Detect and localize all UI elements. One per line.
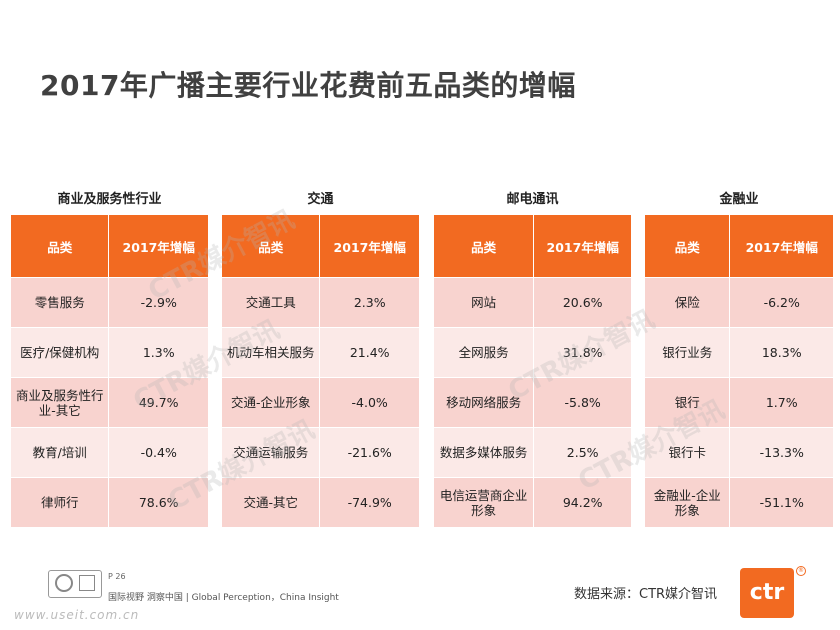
cell-category: 移动网络服务 (434, 378, 534, 427)
certification-seal-icon (55, 574, 73, 592)
header-growth: 2017年增幅 (534, 215, 631, 277)
table-header-row: 品类 2017年增幅 (434, 215, 631, 277)
table-row: 数据多媒体服务 2.5% (434, 428, 631, 477)
panel-telecom: 邮电通讯 品类 2017年增幅 网站 20.6% 全网服务 31.8% 移动网络服务… (433, 190, 632, 528)
panel-title: 商业及服务性行业 (57, 192, 162, 207)
header-growth: 2017年增幅 (730, 215, 833, 277)
cell-category: 银行卡 (645, 428, 730, 477)
data-table: 品类 2017年增幅 网站 20.6% 全网服务 31.8% 移动网络服务 -5.8%… (433, 214, 632, 528)
panel-transport: 交通 品类 2017年增幅 交通工具 2.3% 机动车相关服务 21.4% 交通-企… (221, 190, 420, 528)
cell-value: -5.8% (534, 378, 631, 427)
cell-category: 交通工具 (222, 278, 320, 327)
cell-category: 律师行 (11, 478, 109, 527)
cell-value: -4.0% (320, 378, 419, 427)
certification-mark-icon (79, 575, 95, 591)
table-header-row: 品类 2017年增幅 (11, 215, 208, 277)
panel-commerce: 商业及服务性行业 品类 2017年增幅 零售服务 -2.9% 医疗/保健机构 1.3… (10, 190, 209, 528)
cell-category: 教育/培训 (11, 428, 109, 477)
cell-value: 1.3% (109, 328, 208, 377)
table-row: 零售服务 -2.9% (11, 278, 208, 327)
cell-value: -51.1% (730, 478, 833, 527)
table-row: 律师行 78.6% (11, 478, 208, 527)
cell-category: 全网服务 (434, 328, 534, 377)
table-row: 机动车相关服务 21.4% (222, 328, 419, 377)
table-header-row: 品类 2017年增幅 (645, 215, 833, 277)
header-category: 品类 (645, 215, 730, 277)
header-category: 品类 (434, 215, 534, 277)
table-row: 交通-其它 -74.9% (222, 478, 419, 527)
cell-value: 18.3% (730, 328, 833, 377)
header-growth: 2017年增幅 (320, 215, 419, 277)
site-url: www.useit.com.cn (14, 608, 140, 622)
cell-category: 交通-其它 (222, 478, 320, 527)
table-row: 金融业-企业形象 -51.1% (645, 478, 833, 527)
cell-value: -2.9% (109, 278, 208, 327)
panel-finance: 金融业 品类 2017年增幅 保险 -6.2% 银行业务 18.3% 银行 1.7% … (644, 190, 834, 528)
header-category: 品类 (11, 215, 109, 277)
cell-category: 零售服务 (11, 278, 109, 327)
cell-value: -6.2% (730, 278, 833, 327)
table-row: 交通工具 2.3% (222, 278, 419, 327)
panel-title: 金融业 (719, 192, 759, 207)
ctr-logo: ctr (740, 568, 794, 618)
header-category: 品类 (222, 215, 320, 277)
header-growth: 2017年增幅 (109, 215, 208, 277)
table-row: 银行业务 18.3% (645, 328, 833, 377)
cell-category: 医疗/保健机构 (11, 328, 109, 377)
cell-category: 数据多媒体服务 (434, 428, 534, 477)
table-row: 移动网络服务 -5.8% (434, 378, 631, 427)
table-header-row: 品类 2017年增幅 (222, 215, 419, 277)
page-title: 2017年广播主要行业花费前五品类的增幅 (40, 69, 576, 102)
tagline: 国际视野 洞察中国 | Global Perception，China Insi… (108, 593, 339, 603)
table-row: 保险 -6.2% (645, 278, 833, 327)
table-row: 电信运营商企业形象 94.2% (434, 478, 631, 527)
cell-value: 31.8% (534, 328, 631, 377)
cell-value: 2.5% (534, 428, 631, 477)
cell-value: 1.7% (730, 378, 833, 427)
cell-value: -74.9% (320, 478, 419, 527)
panel-title: 交通 (307, 192, 334, 207)
cell-category: 保险 (645, 278, 730, 327)
cell-value: 21.4% (320, 328, 419, 377)
page-number: P 26 (108, 572, 126, 581)
certification-logo (48, 570, 102, 598)
table-row: 教育/培训 -0.4% (11, 428, 208, 477)
cell-category: 网站 (434, 278, 534, 327)
table-row: 银行 1.7% (645, 378, 833, 427)
table-row: 全网服务 31.8% (434, 328, 631, 377)
data-table: 品类 2017年增幅 交通工具 2.3% 机动车相关服务 21.4% 交通-企业形象… (221, 214, 420, 528)
table-row: 商业及服务性行业-其它 49.7% (11, 378, 208, 427)
table-row: 交通运输服务 -21.6% (222, 428, 419, 477)
cell-category: 金融业-企业形象 (645, 478, 730, 527)
cell-value: -21.6% (320, 428, 419, 477)
cell-value: 20.6% (534, 278, 631, 327)
cell-category: 交通运输服务 (222, 428, 320, 477)
cell-value: -0.4% (109, 428, 208, 477)
table-row: 交通-企业形象 -4.0% (222, 378, 419, 427)
cell-category: 银行 (645, 378, 730, 427)
data-table: 品类 2017年增幅 零售服务 -2.9% 医疗/保健机构 1.3% 商业及服务性行… (10, 214, 209, 528)
cell-category: 电信运营商企业形象 (434, 478, 534, 527)
cell-value: -13.3% (730, 428, 833, 477)
cell-category: 商业及服务性行业-其它 (11, 378, 109, 427)
registered-mark-icon: ® (796, 566, 806, 576)
cell-value: 49.7% (109, 378, 208, 427)
data-source: 数据来源：CTR媒介智讯 (574, 587, 718, 602)
table-row: 网站 20.6% (434, 278, 631, 327)
panel-title: 邮电通讯 (506, 192, 559, 207)
cell-category: 银行业务 (645, 328, 730, 377)
data-table: 品类 2017年增幅 保险 -6.2% 银行业务 18.3% 银行 1.7% 银行卡 -… (644, 214, 834, 528)
table-row: 银行卡 -13.3% (645, 428, 833, 477)
cell-value: 2.3% (320, 278, 419, 327)
cell-value: 94.2% (534, 478, 631, 527)
cell-category: 交通-企业形象 (222, 378, 320, 427)
cell-category: 机动车相关服务 (222, 328, 320, 377)
table-row: 医疗/保健机构 1.3% (11, 328, 208, 377)
cell-value: 78.6% (109, 478, 208, 527)
